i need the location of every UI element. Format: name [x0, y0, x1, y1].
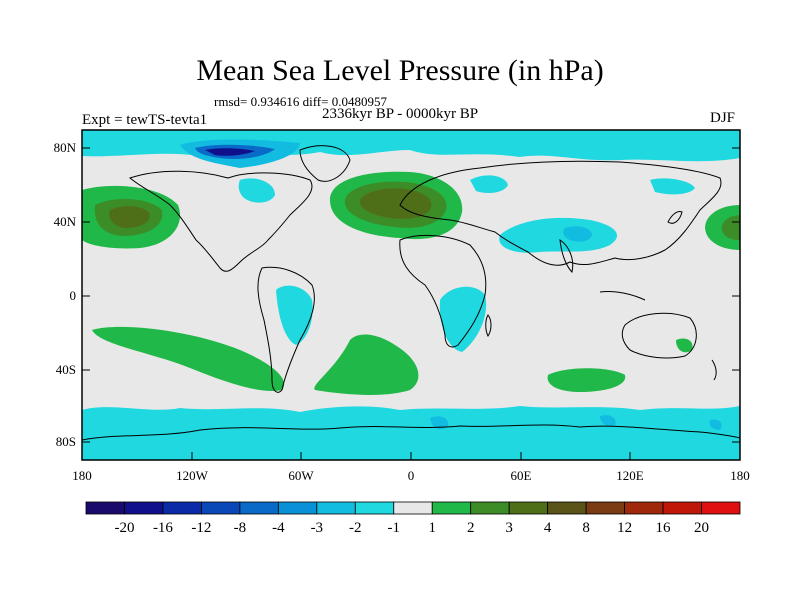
map-panel	[82, 130, 740, 460]
colorbar-label: -12	[191, 520, 212, 536]
brazil-low	[276, 285, 313, 345]
coast-eurasia	[399, 160, 722, 266]
colorbar-label: -4	[272, 520, 285, 536]
pacific-high-west-core	[109, 206, 150, 228]
coast-madagascar	[485, 314, 492, 337]
colorbar-swatch	[162, 501, 202, 515]
greenland-low-center	[205, 148, 255, 156]
colorbar-swatch	[316, 501, 356, 515]
hudson-low	[238, 178, 275, 203]
stats-text: rmsd= 0.934616 diff= 0.0480957	[214, 94, 387, 109]
coast-india	[559, 239, 574, 274]
lon-label-120w: 120W	[176, 468, 208, 483]
period-label: 2336kyr BP - 0000kyr BP	[322, 106, 479, 122]
season-label: DJF	[710, 110, 736, 126]
coast-greenland	[299, 145, 351, 182]
coast-indonesia	[599, 291, 646, 301]
antarctic-low-core-1	[430, 416, 449, 430]
lon-label-60w: 60W	[288, 468, 314, 483]
lat-label-0: 0	[69, 288, 77, 303]
lat-label-40n: 40N	[53, 214, 76, 229]
lon-label-120e: 120E	[616, 468, 644, 483]
lat-label-80s: 80S	[55, 434, 76, 449]
colorbar-swatch	[277, 501, 318, 515]
coast-australia	[621, 312, 697, 359]
colorbar-swatch	[201, 501, 241, 515]
colorbar-label: 12	[617, 520, 633, 536]
colorbar-label: -1	[387, 520, 401, 536]
lat-label-80n: 80N	[53, 140, 76, 155]
colorbar-swatch	[431, 501, 472, 515]
colorbar-swatch	[547, 501, 587, 515]
colorbar-swatch	[354, 501, 395, 515]
colorbar-swatch	[508, 501, 549, 515]
colorbar-swatch	[124, 501, 164, 515]
antarctic-low-core-2	[600, 415, 616, 426]
arctic-low-band	[82, 130, 740, 162]
coastlines	[82, 145, 740, 441]
map-title: Mean Sea Level Pressure (in hPa)	[196, 54, 604, 87]
asia-low	[499, 217, 618, 253]
colorbar-swatch	[624, 501, 664, 515]
colorbar-swatch	[585, 501, 625, 515]
colorbar-label: -2	[349, 520, 362, 536]
colorbar-label: -16	[152, 520, 173, 536]
coast-japan	[667, 211, 683, 224]
tasman-high	[676, 338, 693, 353]
atlantic-high-core	[359, 188, 432, 219]
colorbar-swatch	[85, 501, 125, 515]
colorbar-label: -20	[114, 520, 135, 536]
pacific-high-east-core	[721, 215, 740, 240]
experiment-label: Expt = tewTS-tevta1	[82, 112, 208, 128]
lon-label-0: 0	[407, 468, 415, 483]
siberia-low	[650, 178, 695, 195]
colorbar-label: 8	[582, 520, 590, 536]
colorbar-swatch	[662, 501, 702, 515]
south-pacific-high	[92, 326, 285, 391]
colorbar-label: 16	[655, 520, 671, 536]
colorbar-label: 20	[694, 520, 710, 536]
europe-low	[470, 175, 508, 193]
lat-ticks	[82, 147, 740, 443]
colorbar-label: 4	[543, 520, 552, 536]
colorbar-label: 3	[505, 520, 513, 536]
antarctic-low-core-3	[709, 419, 722, 430]
colorbar-swatch	[393, 501, 433, 515]
indian-ocean-high	[547, 368, 626, 392]
coast-south-america	[257, 266, 315, 393]
lon-ticks	[81, 452, 741, 460]
lon-label-180e: 180	[730, 468, 750, 483]
colorbar-label: -3	[310, 520, 324, 536]
asia-low-core	[563, 226, 592, 242]
colorbar-label: 1	[428, 520, 436, 536]
south-atlantic-high	[314, 334, 419, 395]
coast-antarctica	[82, 424, 740, 441]
south-africa-low	[439, 286, 487, 352]
antarctic-low-belt	[82, 406, 740, 460]
colorbar-label: 2	[466, 520, 475, 536]
lon-label-60e: 60E	[510, 468, 532, 483]
colorbar-swatch	[239, 501, 279, 515]
coast-africa	[399, 235, 487, 348]
colorbar-swatch	[470, 501, 510, 515]
coast-new-zealand	[711, 359, 717, 381]
lon-label-180w: 180	[72, 468, 92, 483]
lat-label-40s: 40S	[55, 362, 76, 377]
coast-north-america	[128, 170, 313, 272]
colorbar-label: -8	[233, 520, 247, 536]
colorbar-swatch	[701, 501, 741, 515]
colorbar	[85, 501, 741, 515]
